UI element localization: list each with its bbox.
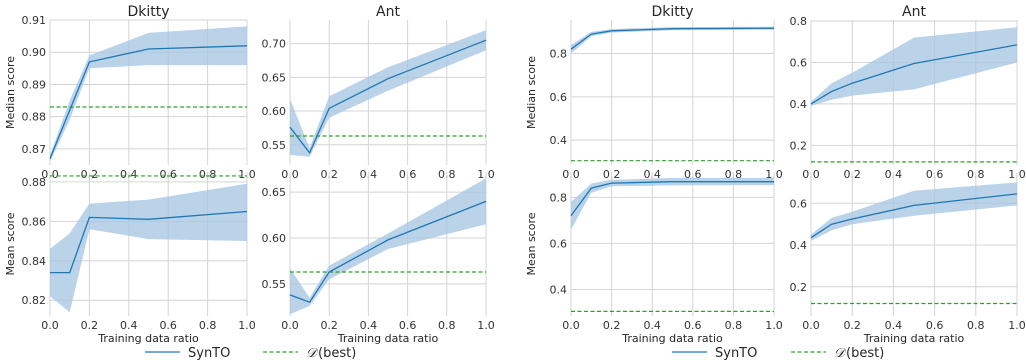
x-tick-label: 1.0 <box>1008 319 1026 332</box>
panels: 0.0 0.2 0.4 0.6 0.8 1.0 0.87 0.88 0.89 0.90 0.91 Dk… <box>4 4 1026 345</box>
confidence-band <box>811 182 1017 241</box>
x-axis-label: Training data ratio <box>337 332 439 345</box>
y-tick-label: 0.88 <box>22 111 47 124</box>
confidence-band <box>811 27 1017 106</box>
series-line <box>50 210 248 274</box>
confidence-band <box>290 178 486 315</box>
y-tick-label: 0.65 <box>262 186 287 199</box>
x-tick-label: 0.0 <box>802 319 820 332</box>
y-tick-label: 0.84 <box>22 255 47 268</box>
y-tick-label: 0.6 <box>790 56 808 69</box>
x-tick-label: 0.8 <box>438 319 456 332</box>
y-tick-label: 0.60 <box>262 105 287 118</box>
x-tick-label: 0.2 <box>603 319 621 332</box>
legend-series-label: SynTO <box>715 346 757 360</box>
y-tick-label: 0.65 <box>262 71 287 84</box>
panel-title: Dkitty <box>127 4 169 20</box>
confidence-band <box>290 30 486 157</box>
x-tick-label: 0.0 <box>41 319 59 332</box>
x-tick-label: 0.4 <box>643 319 661 332</box>
y-tick-label: 0.60 <box>262 232 287 245</box>
y-tick-label: 0.6 <box>550 91 568 104</box>
y-tick-label: 0.8 <box>550 191 568 204</box>
y-tick-label: 0.88 <box>22 176 47 189</box>
x-tick-label: 0.0 <box>281 319 299 332</box>
x-tick-label: 0.4 <box>120 319 138 332</box>
y-tick-label: 0.87 <box>22 143 47 156</box>
series-line <box>810 193 1018 239</box>
panel: 0.0 0.2 0.4 0.6 0.8 1.0 0.82 0.84 0.86 0.88 Traini… <box>4 172 256 345</box>
y-tick-label: 0.4 <box>790 239 808 252</box>
legend-baseline-label: (best) <box>318 346 356 360</box>
x-tick-label: 0.2 <box>320 319 338 332</box>
x-tick-label: 0.8 <box>199 319 217 332</box>
panel: 0.0 0.2 0.4 0.6 0.8 1.00.870.880.890.900.91Dk… <box>4 4 256 181</box>
x-axis-label: Training data ratio <box>621 332 723 345</box>
y-axis-label: Median score <box>525 56 538 129</box>
x-tick-label: 0.6 <box>684 319 702 332</box>
y-tick-label: 0.2 <box>790 281 808 294</box>
x-tick-label: 0.4 <box>885 319 903 332</box>
legend-baseline-symbol: 𝒟 <box>834 346 847 360</box>
panel-title: Ant <box>902 4 926 20</box>
legend-left: SynTO 𝒟 (best) <box>145 346 356 360</box>
confidence-band <box>50 183 247 313</box>
x-axis-label: Training data ratio <box>863 332 965 345</box>
legend-baseline-label: (best) <box>846 346 884 360</box>
y-tick-label: 0.55 <box>262 278 287 291</box>
x-tick-label: 0.0 <box>562 319 580 332</box>
y-tick-label: 0.6 <box>790 197 808 210</box>
legend-series-label: SynTO <box>188 346 230 360</box>
y-tick-label: 0.8 <box>790 15 808 28</box>
panel-title: Ant <box>376 4 400 20</box>
x-tick-label: 1.0 <box>477 319 495 332</box>
x-tick-label: 1.0 <box>765 319 783 332</box>
x-tick-label: 0.8 <box>725 319 743 332</box>
series-line <box>570 27 775 50</box>
x-tick-label: 0.6 <box>399 319 417 332</box>
y-tick-label: 0.4 <box>790 98 808 111</box>
y-tick-label: 0.82 <box>22 294 47 307</box>
x-tick-label: 0.8 <box>967 319 985 332</box>
y-axis-label: Mean score <box>4 212 17 275</box>
series-line <box>810 44 1018 105</box>
y-tick-label: 0.89 <box>22 78 47 91</box>
x-tick-label: 0.2 <box>843 319 861 332</box>
legend-right: SynTO 𝒟 (best) <box>672 346 884 360</box>
series-line <box>49 45 248 159</box>
x-tick-label: 0.6 <box>159 319 177 332</box>
x-tick-label: 1.0 <box>238 319 256 332</box>
y-axis-label: Median score <box>4 56 17 129</box>
confidence-band <box>571 26 774 54</box>
series-line <box>289 39 487 155</box>
y-tick-label: 0.2 <box>790 139 808 152</box>
legend-baseline-symbol: 𝒟 <box>306 346 319 360</box>
y-tick-label: 0.4 <box>550 134 568 147</box>
panel: 0.0 0.2 0.4 0.6 0.8 1.00.40.60.8DkittyMedian … <box>525 4 783 181</box>
x-tick-label: 0.4 <box>360 319 378 332</box>
panel-title: Dkitty <box>651 4 693 20</box>
confidence-band <box>571 178 774 230</box>
series-line <box>570 181 774 217</box>
x-tick-label: 0.2 <box>81 319 99 332</box>
y-tick-label: 0.55 <box>262 139 287 152</box>
y-tick-label: 0.90 <box>22 46 47 59</box>
y-tick-label: 0.70 <box>262 38 287 51</box>
y-tick-label: 0.8 <box>550 48 568 61</box>
panel: 0.0 0.2 0.4 0.6 0.8 1.0 0.55 0.60 0.65 Training d… <box>262 172 495 345</box>
y-tick-label: 0.86 <box>22 215 47 228</box>
x-axis-label: Training data ratio <box>97 332 199 345</box>
y-tick-label: 0.4 <box>550 284 568 297</box>
x-tick-label: 0.6 <box>926 319 944 332</box>
y-tick-label: 0.91 <box>22 14 47 27</box>
y-tick-label: 0.6 <box>550 237 568 250</box>
series-line <box>289 200 487 303</box>
y-axis-label: Mean score <box>525 212 538 275</box>
